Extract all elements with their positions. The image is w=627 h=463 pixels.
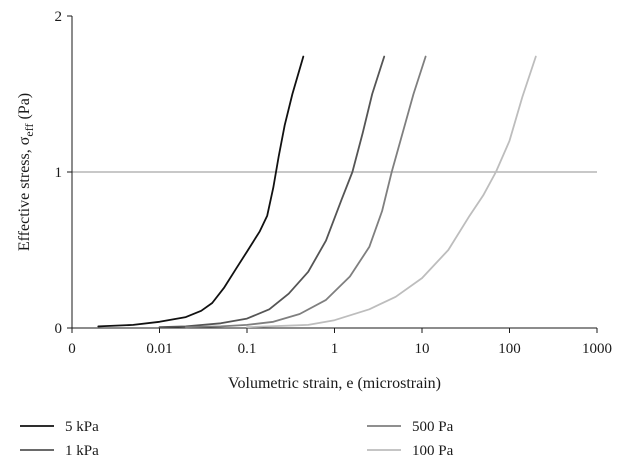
series-line-100-pa (246, 55, 537, 329)
legend-label: 100 Pa (412, 443, 454, 459)
legend-label: 1 kPa (65, 443, 99, 459)
y-axis-title-subscript: eff (22, 124, 36, 137)
y-tick-label: 0 (55, 321, 63, 337)
x-tick-label: 10 (415, 341, 430, 357)
y-tick-label: 2 (55, 9, 63, 25)
y-axis-title-unit: (Pa) (16, 93, 33, 124)
y-axis-title-main: Effective stress, σ (16, 136, 33, 251)
x-axis-title: Volumetric strain, e (microstrain) (228, 375, 441, 392)
legend-label: 5 kPa (65, 419, 99, 435)
x-tick-label: 0.01 (146, 341, 172, 357)
x-tick-label: 1000 (582, 341, 612, 357)
legend: 5 kPa 1 kPa 500 Pa 100 Pa (20, 419, 454, 459)
y-tick-label: 1 (55, 165, 63, 181)
x-tick-label: 0 (68, 341, 76, 357)
series-line-5-kpa (97, 55, 305, 328)
plot-area: 0 0.01 0.1 1 10 100 1000 0 1 2 (55, 9, 613, 357)
x-tick-label: 1 (331, 341, 339, 357)
series-line-1-kpa (158, 55, 386, 329)
x-tick-label: 100 (498, 341, 521, 357)
legend-label: 500 Pa (412, 419, 454, 435)
series-line-500-pa (184, 55, 427, 329)
x-tick-label: 0.1 (238, 341, 257, 357)
y-axis-title: Effective stress, σeff (Pa) (16, 93, 36, 251)
